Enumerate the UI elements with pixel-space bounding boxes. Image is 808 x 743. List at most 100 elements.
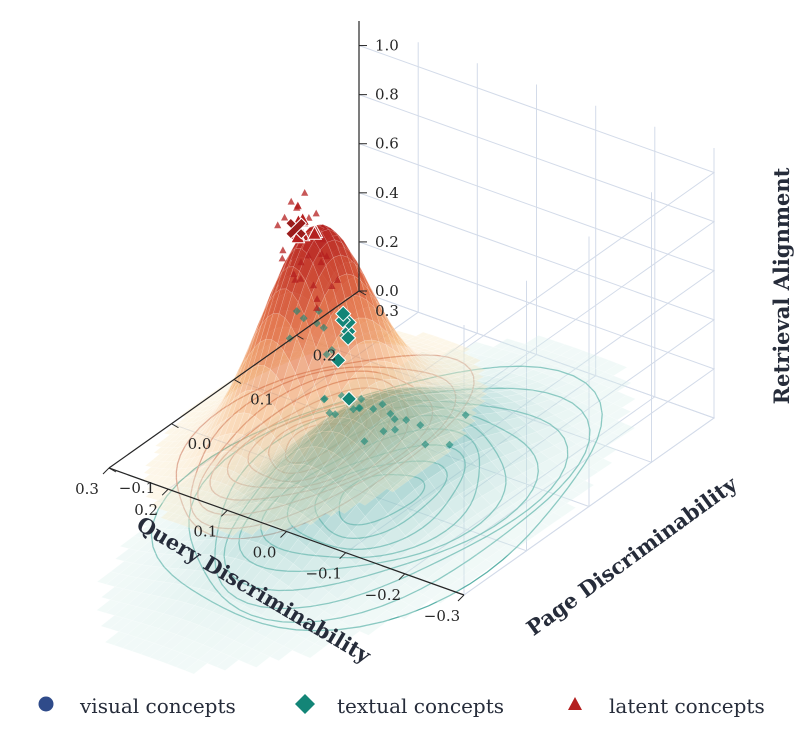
data-point (297, 274, 305, 282)
data-point (317, 258, 325, 266)
gridline-z (358, 290, 716, 596)
diamond-marker-icon (294, 693, 316, 720)
data-point (291, 276, 299, 283)
data-point (391, 425, 399, 434)
highlight-point (334, 305, 352, 322)
legend-label-latent: latent concepts (609, 694, 765, 718)
legend-label-textual: textual concepts (337, 694, 505, 718)
data-point (386, 409, 395, 418)
y-tick-label: 0.0 (188, 435, 212, 453)
data-point (297, 258, 305, 266)
legend-item-visual: visual concepts (37, 688, 236, 724)
scatter-points (274, 189, 470, 449)
data-point (461, 411, 470, 419)
gridline-z (358, 143, 716, 449)
data-point (312, 209, 320, 217)
legend-item-textual: textual concepts (294, 688, 504, 724)
x-tick (220, 509, 228, 517)
legend-label-visual: visual concepts (80, 694, 236, 718)
data-point (323, 252, 331, 260)
data-point (309, 281, 318, 289)
y-tick-label: −0.1 (119, 479, 155, 497)
data-point (320, 394, 329, 403)
triangle-marker-icon (566, 694, 584, 718)
data-point (390, 415, 399, 424)
data-point (333, 276, 342, 283)
data-point (281, 213, 289, 221)
data-point (319, 235, 327, 243)
z-tick-label: 0.0 (375, 282, 399, 300)
x-tick-label: 0.3 (75, 480, 99, 498)
y-tick-label: 0.3 (375, 302, 399, 320)
data-point (313, 295, 321, 302)
data-point (402, 416, 411, 424)
x-tick-label: −0.1 (305, 565, 341, 583)
y-tick (233, 379, 242, 384)
data-point (301, 189, 309, 196)
data-point (445, 440, 454, 449)
legend: visual concepts textual concepts latent … (0, 688, 808, 724)
data-point (378, 400, 387, 409)
data-point (331, 410, 340, 419)
x-tick (102, 467, 110, 475)
data-point (290, 270, 298, 278)
data-point (328, 282, 336, 289)
data-point (279, 246, 287, 254)
highlight-point (340, 390, 358, 408)
x-tick-label: 0.0 (253, 544, 277, 562)
data-point (292, 307, 301, 316)
data-point (325, 409, 334, 417)
data-point (327, 346, 336, 354)
axis-lines (102, 21, 465, 602)
data-point (278, 254, 286, 262)
x-tick (398, 573, 406, 581)
data-point (304, 251, 312, 259)
data-point (322, 350, 331, 359)
gridline-z (358, 192, 716, 498)
z-tick-label: 1.0 (375, 37, 399, 55)
data-point (274, 221, 282, 229)
data-point (355, 404, 364, 412)
highlight-point (339, 329, 357, 347)
data-point (318, 250, 326, 257)
surface-textual (96, 335, 637, 675)
highlight-point (306, 225, 323, 240)
y-tick (171, 423, 179, 429)
x-tick (457, 594, 465, 602)
x-tick (161, 488, 169, 496)
data-point (299, 314, 308, 323)
data-point (285, 334, 294, 343)
x-tick-label: −0.3 (424, 607, 460, 625)
data-point (357, 395, 366, 403)
data-point (313, 304, 321, 311)
x-tick-label: −0.2 (365, 586, 401, 604)
gridline-z (358, 94, 716, 400)
z-tick-label: 0.2 (375, 233, 399, 251)
y-tick-label: 0.1 (250, 391, 274, 409)
y-tick (358, 290, 367, 296)
contour-line (150, 365, 603, 632)
z-axis-title: Retrieval Alignment (769, 167, 794, 404)
y-tick (296, 334, 304, 340)
data-point (349, 405, 358, 414)
data-point (294, 202, 302, 210)
data-point (319, 323, 328, 332)
y-tick (108, 467, 117, 473)
z-tick-label: 0.6 (375, 135, 399, 153)
gridline-z (358, 241, 716, 547)
density-surfaces (96, 224, 637, 675)
tick-labels: −0.3 −0.2 −0.1 0.0 0.1 0.2 0.3 −0.1 0.0 0.1 0.2 0.3… (75, 37, 460, 625)
z-tick-label: 0.4 (375, 184, 399, 202)
circle-marker-icon (37, 694, 55, 718)
x-tick (339, 552, 347, 560)
plot-area: −0.3 −0.2 −0.1 0.0 0.1 0.2 0.3 −0.1 0.0 0.1 0.2 0.3… (75, 21, 794, 675)
data-point (379, 427, 388, 436)
data-point (287, 197, 295, 205)
data-point (416, 421, 425, 430)
surface-latent (141, 224, 490, 537)
y-tick-label: 0.2 (313, 346, 337, 364)
highlight-point (329, 352, 347, 369)
data-point (360, 437, 369, 446)
data-point (312, 319, 321, 328)
